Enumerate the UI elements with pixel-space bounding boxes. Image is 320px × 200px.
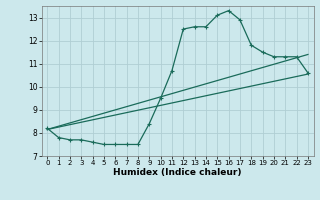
X-axis label: Humidex (Indice chaleur): Humidex (Indice chaleur) xyxy=(113,168,242,177)
